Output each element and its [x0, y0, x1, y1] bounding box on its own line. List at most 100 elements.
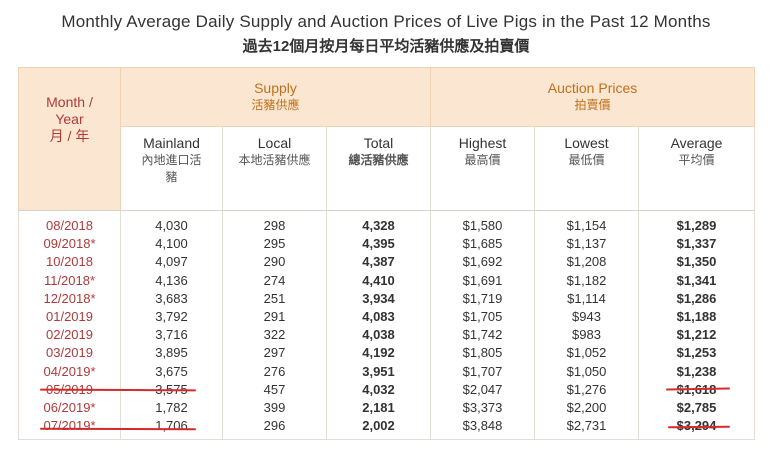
cell-total: 4,038	[325, 326, 432, 345]
cell-highest: $3,373	[430, 398, 536, 418]
month-header-en-line2: Year	[55, 111, 84, 127]
cell-average: $1,238	[638, 362, 756, 381]
average-header-en: Average	[670, 135, 723, 151]
table-row: 10/2018 4,097 290 4,387 $1,692 $1,208 $1…	[18, 253, 756, 272]
cell-highest: $1,705	[430, 307, 536, 327]
cell-month: 08/2018	[18, 217, 121, 236]
cell-lowest: $1,114	[534, 289, 640, 308]
cell-total: 4,083	[325, 307, 432, 327]
cell-average: $1,253	[638, 344, 756, 363]
auction-header-zh: 拍賣價	[574, 98, 611, 112]
cell-local: 297	[222, 344, 327, 363]
cell-mainland: 3,792	[120, 307, 223, 327]
cell-total: 2,181	[325, 398, 432, 418]
cell-highest: $1,719	[430, 289, 536, 308]
local-header-zh: 本地活豬供應	[238, 153, 311, 167]
cell-month: 02/2019	[18, 326, 121, 345]
cell-local: 295	[222, 235, 327, 254]
cell-highest: $3,848	[430, 417, 536, 436]
cell-mainland: 3,675	[120, 362, 223, 381]
cell-average: $1,350	[638, 253, 756, 272]
cell-highest: $1,707	[430, 362, 536, 381]
highest-header-zh: 最高價	[464, 153, 501, 167]
cell-lowest: $1,182	[534, 271, 640, 290]
cell-month: 04/2019*	[18, 362, 121, 381]
cell-local: 322	[222, 326, 327, 345]
cell-average: $1,286	[638, 289, 756, 308]
average-header-zh: 平均價	[678, 153, 715, 167]
cell-mainland: 4,097	[120, 253, 223, 272]
table-row: 02/2019 3,716 322 4,038 $1,742 $983 $1,2…	[18, 326, 756, 345]
highest-header: Highest 最高價	[430, 126, 536, 211]
cell-total: 2,002	[325, 417, 432, 436]
table-row: 12/2018* 3,683 251 3,934 $1,719 $1,114 $…	[18, 289, 756, 308]
cell-average: $1,341	[638, 271, 756, 290]
cell-average: $1,289	[638, 217, 756, 236]
cell-highest: $1,691	[430, 271, 536, 290]
table-spacer	[18, 210, 756, 217]
table-row: 08/2018 4,030 298 4,328 $1,580 $1,154 $1…	[18, 217, 756, 236]
cell-lowest: $2,731	[534, 417, 640, 436]
cell-local: 296	[222, 417, 327, 436]
cell-average: $2,785	[638, 398, 756, 418]
table-spacer	[18, 435, 756, 441]
cell-local: 399	[222, 398, 327, 418]
cell-local: 290	[222, 253, 327, 272]
cell-month: 06/2019*	[18, 398, 121, 418]
highest-header-en: Highest	[458, 135, 507, 151]
cell-average: $1,337	[638, 235, 756, 254]
cell-total: 4,387	[325, 253, 432, 272]
title-chinese: 過去12個月按月每日平均活豬供應及拍賣價	[242, 38, 530, 55]
cell-total: 4,192	[325, 344, 432, 363]
total-header: Total 總活豬供應	[325, 126, 432, 211]
table-row: 04/2019* 3,675 276 3,951 $1,707 $1,050 $…	[18, 362, 756, 381]
cell-highest: $1,805	[430, 344, 536, 363]
auction-group-header: Auction Prices 拍賣價	[430, 67, 756, 127]
table-row: 09/2018* 4,100 295 4,395 $1,685 $1,137 $…	[18, 235, 756, 254]
mainland-header-zh: 內地進口活豬	[141, 153, 202, 184]
cell-month: 03/2019	[18, 344, 121, 363]
pig-supply-price-table: Month / Year 月 / 年 Supply 活豬供應 Auction P…	[18, 67, 756, 441]
cell-month: 01/2019	[18, 307, 121, 327]
supply-header-zh: 活豬供應	[251, 98, 300, 112]
supply-header-en: Supply	[254, 80, 297, 96]
cell-mainland: 3,683	[120, 289, 223, 308]
cell-local: 251	[222, 289, 327, 308]
cell-mainland: 4,136	[120, 271, 223, 290]
total-header-en: Total	[363, 135, 394, 151]
local-header: Local 本地活豬供應	[222, 126, 327, 211]
cell-total: 3,934	[325, 289, 432, 308]
table-row: 11/2018* 4,136 274 4,410 $1,691 $1,182 $…	[18, 271, 756, 290]
cell-local: 274	[222, 271, 327, 290]
cell-lowest: $1,052	[534, 344, 640, 363]
cell-local: 276	[222, 362, 327, 381]
cell-total: 4,410	[325, 271, 432, 290]
cell-highest: $1,580	[430, 217, 536, 236]
cell-mainland: 3,716	[120, 326, 223, 345]
header-column-row: Mainland 內地進口活豬 Local 本地活豬供應 Total 總活豬供應…	[19, 126, 756, 211]
cell-local: 457	[222, 380, 327, 399]
table-row: 07/2019* 1,706 296 2,002 $3,848 $2,731 $…	[18, 417, 756, 436]
cell-local: 291	[222, 307, 327, 327]
cell-highest: $2,047	[430, 380, 536, 399]
table-row: 06/2019* 1,782 399 2,181 $3,373 $2,200 $…	[18, 398, 756, 418]
cell-total: 4,032	[325, 380, 432, 399]
lowest-header-zh: 最低價	[568, 153, 605, 167]
cell-month: 11/2018*	[18, 271, 121, 290]
cell-month: 10/2018	[18, 253, 121, 272]
cell-lowest: $1,276	[534, 380, 640, 399]
cell-lowest: $1,050	[534, 362, 640, 381]
average-header: Average 平均價	[638, 126, 756, 211]
cell-mainland: 4,100	[120, 235, 223, 254]
cell-lowest: $983	[534, 326, 640, 345]
cell-lowest: $1,208	[534, 253, 640, 272]
cell-mainland: 1,782	[120, 398, 223, 418]
supply-group-header: Supply 活豬供應	[119, 67, 432, 127]
table-row: 03/2019 3,895 297 4,192 $1,805 $1,052 $1…	[18, 344, 756, 363]
cell-total: 4,395	[325, 235, 432, 254]
mainland-header-en: Mainland	[143, 135, 200, 151]
cell-highest: $1,685	[430, 235, 536, 254]
cell-total: 3,951	[325, 362, 432, 381]
cell-month: 09/2018*	[18, 235, 121, 254]
cell-average: $1,212	[638, 326, 756, 345]
